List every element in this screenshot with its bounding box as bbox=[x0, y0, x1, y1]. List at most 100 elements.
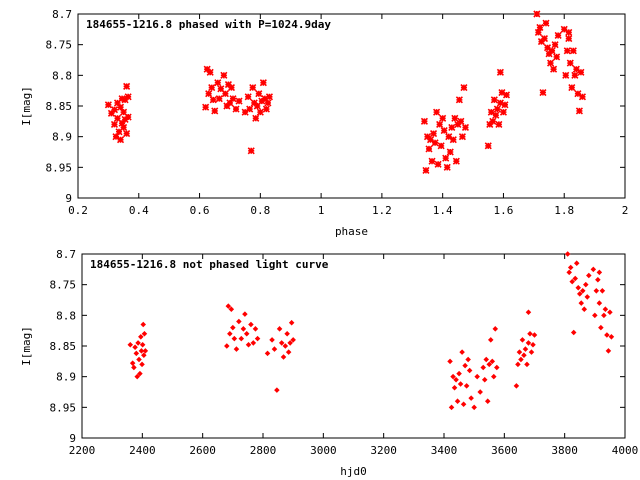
chart-0-data-point bbox=[454, 120, 462, 128]
chart-1-data-point bbox=[578, 300, 585, 306]
chart-0-data-point bbox=[256, 108, 264, 116]
chart-0-data-point bbox=[224, 80, 232, 89]
chart-0-data-point bbox=[227, 84, 236, 92]
chart-0-y-tick-label: 8.75 bbox=[46, 39, 73, 52]
chart-1-data-point bbox=[494, 364, 500, 371]
chart-1-data-point bbox=[243, 330, 250, 337]
chart-1-data-point bbox=[252, 326, 259, 332]
chart-1-data-point bbox=[460, 401, 467, 408]
chart-0-data-point bbox=[572, 65, 580, 73]
chart-0-data-point bbox=[118, 119, 126, 127]
chart-1-data-point bbox=[285, 349, 292, 355]
chart-0-data-point bbox=[536, 23, 544, 32]
chart-0-x-tick-label: 1.8 bbox=[554, 204, 574, 217]
unphased-light-curve-panel: 2200 2400 2600 2800 3000 3200 3400 3600 3800 4000… bbox=[20, 248, 638, 478]
chart-0-data-point bbox=[568, 84, 576, 92]
chart-0-data-point bbox=[540, 34, 549, 43]
chart-0-data-point bbox=[534, 28, 542, 36]
chart-0-data-point bbox=[575, 107, 583, 115]
chart-1-data-point bbox=[231, 335, 238, 342]
chart-0-data-point bbox=[232, 105, 240, 113]
chart-0-data-point bbox=[104, 101, 112, 109]
chart-1-data-point bbox=[140, 321, 147, 328]
chart-1-data-point bbox=[477, 389, 483, 395]
chart-0-x-tick-label: 0.4 bbox=[129, 204, 149, 217]
chart-1-data-point bbox=[282, 343, 289, 349]
chart-0-data-point bbox=[211, 107, 219, 115]
chart-0-data-point bbox=[452, 157, 460, 165]
chart-1-data-point bbox=[592, 312, 598, 319]
chart-0-data-point bbox=[562, 71, 570, 79]
chart-0-data-point bbox=[205, 90, 213, 98]
chart-0-data-point bbox=[259, 79, 267, 87]
chart-0-data-point bbox=[428, 157, 436, 165]
chart-0-y-tick-label: 8.95 bbox=[46, 161, 73, 174]
chart-0-data-point bbox=[457, 117, 465, 125]
chart-0-data-point bbox=[577, 68, 585, 76]
chart-1-data-point bbox=[240, 326, 247, 332]
chart-1-data-point bbox=[236, 318, 242, 325]
chart-1-data-point bbox=[280, 354, 287, 360]
chart-1-data-point bbox=[525, 309, 532, 316]
chart-1-data-point bbox=[518, 356, 524, 363]
chart-0-data-point bbox=[249, 84, 257, 92]
chart-1-y-tick-label: 8.7 bbox=[56, 248, 76, 261]
chart-1-x-tick-label: 3200 bbox=[370, 444, 397, 457]
chart-1-data-point bbox=[132, 344, 138, 350]
chart-0-data-point bbox=[203, 65, 211, 73]
chart-1-data-point bbox=[524, 361, 530, 368]
chart-1-data-point bbox=[137, 370, 143, 377]
chart-1-x-tick-label: 4000 bbox=[612, 444, 639, 457]
chart-0-data-point bbox=[542, 19, 550, 27]
chart-1-data-point bbox=[601, 312, 607, 319]
chart-0-data-point bbox=[446, 148, 454, 156]
chart-1-plot-frame bbox=[81, 253, 626, 439]
chart-0-data-point bbox=[455, 96, 463, 104]
chart-1-title: 184655-1216.8 not phased light curve bbox=[90, 258, 329, 271]
chart-0-data-point bbox=[252, 114, 260, 122]
chart-0-data-point bbox=[445, 133, 453, 141]
chart-1-data-point bbox=[483, 356, 489, 363]
chart-0-data-point bbox=[563, 47, 571, 55]
chart-1-data-point bbox=[599, 288, 606, 294]
chart-0-data-point bbox=[423, 133, 432, 141]
chart-0-data-point bbox=[250, 99, 258, 107]
chart-1-data-point bbox=[142, 348, 149, 354]
chart-0-data-point bbox=[115, 128, 123, 136]
chart-0-data-point bbox=[123, 82, 131, 90]
chart-1-data-point bbox=[566, 269, 572, 276]
chart-0-data-point bbox=[458, 133, 466, 141]
chart-1-data-point bbox=[527, 330, 533, 337]
chart-1-data-point bbox=[521, 352, 527, 358]
chart-0-data-point bbox=[554, 31, 562, 40]
chart-1-x-tick-label: 2600 bbox=[189, 444, 216, 457]
chart-1-data-point bbox=[141, 352, 147, 358]
chart-1-data-point bbox=[468, 395, 474, 401]
chart-1-data-point bbox=[576, 291, 583, 297]
chart-1-data-point bbox=[225, 303, 232, 309]
chart-0-data-point bbox=[265, 93, 274, 101]
chart-1-x-tick-label: 3600 bbox=[491, 444, 518, 457]
chart-1-data-point bbox=[465, 356, 471, 363]
chart-0-data-point bbox=[550, 65, 558, 73]
chart-1-data-point bbox=[607, 309, 613, 316]
chart-1-data-point bbox=[491, 373, 497, 380]
chart-1-data-point bbox=[487, 337, 494, 343]
chart-1-data-point bbox=[513, 383, 520, 389]
chart-0-y-tick-label: 8.8 bbox=[52, 69, 72, 82]
chart-0-x-tick-label: 0.8 bbox=[250, 204, 270, 217]
chart-1-data-point bbox=[593, 288, 600, 294]
chart-0-data-point bbox=[107, 109, 115, 117]
chart-1-data-point bbox=[486, 361, 493, 368]
chart-0-data-point bbox=[202, 103, 210, 111]
chart-0-data-point bbox=[565, 34, 573, 43]
chart-0-y-tick-label: 8.85 bbox=[46, 100, 73, 113]
chart-1-data-point bbox=[580, 288, 586, 294]
chart-1-data-point bbox=[528, 349, 535, 355]
chart-1-data-point bbox=[276, 326, 283, 332]
chart-0-data-point bbox=[551, 41, 559, 49]
chart-0-data-point bbox=[548, 47, 556, 55]
chart-0-data-point bbox=[123, 130, 131, 138]
chart-0-data-point bbox=[425, 145, 433, 153]
chart-0-data-point bbox=[253, 102, 261, 110]
